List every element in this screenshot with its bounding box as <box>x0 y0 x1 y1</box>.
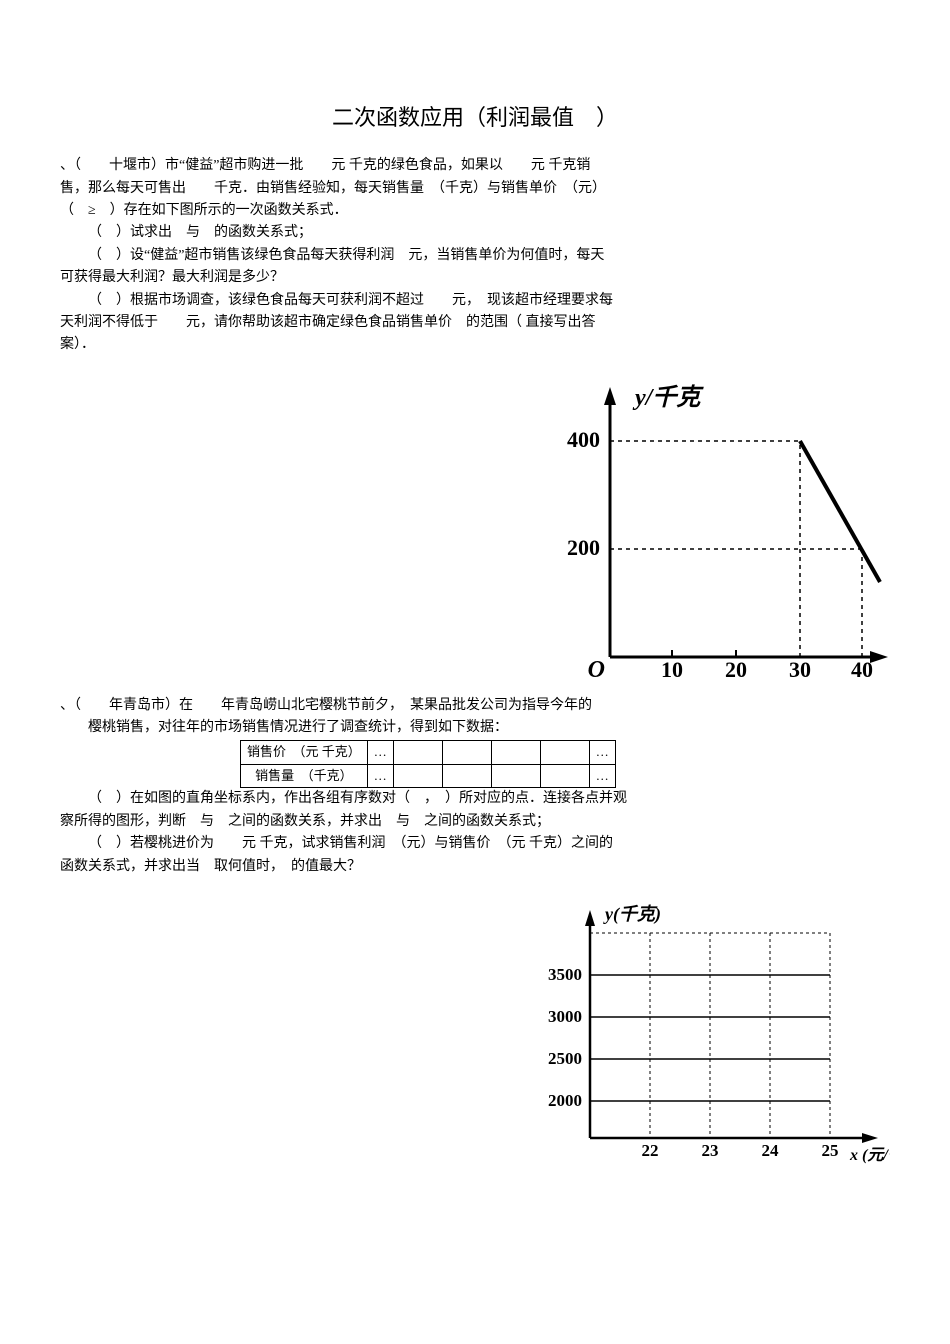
p1-sub3c: 案）． <box>60 334 890 356</box>
p2-sub2b: 函数关系式，并求出当 取何值时， 的值最大？ <box>60 856 890 878</box>
table-cell <box>442 764 491 788</box>
problem-1: 、（ 十堰市）市“健益”超市购进一批 元 千克的绿色食品，如果以 元 千克销 售… <box>60 155 890 357</box>
chart1-xtick-20: 20 <box>725 657 747 677</box>
chart2-ytick-2500: 2500 <box>548 1049 582 1068</box>
p2-line1: 、（ 年青岛市）在 年青岛崂山北宅樱桃节前夕， 某果品批发公司为指导今年的 <box>60 695 890 717</box>
chart1-xtick-30: 30 <box>789 657 811 677</box>
p2-sub2: （ ）若樱桃进价为 元 千克，试求销售利润 （元）与销售价 （元 千克）之间的 <box>60 833 890 855</box>
p1-sub1: （ ）试求出 与 的函数关系式； <box>60 222 890 244</box>
p1-sub2: （ ）设“健益”超市销售该绿色食品每天获得利润 元，当销售单价为何值时，每天 <box>60 245 890 267</box>
chart2-container: 3500 3000 2500 2000 22 23 24 25 y(千克) x … <box>60 898 890 1176</box>
chart1-xtick-40: 40 <box>851 657 873 677</box>
chart1-data-line <box>800 441 880 582</box>
chart1-ytick-400: 400 <box>567 427 600 452</box>
chart2-ylabel: y(千克) <box>603 904 661 925</box>
table-row: 销售价 （元 千克） … … <box>241 740 616 764</box>
table-cell <box>540 764 589 788</box>
p1-line1: 、（ 十堰市）市“健益”超市购进一批 元 千克的绿色食品，如果以 元 千克销 <box>60 155 890 177</box>
chart2-xtick-24: 24 <box>762 1141 780 1160</box>
chart2-ytick-2000: 2000 <box>548 1091 582 1110</box>
chart1-ylabel: y/千克 <box>632 384 704 411</box>
table-cell <box>393 740 442 764</box>
problem-2: 、（ 年青岛市）在 年青岛崂山北宅樱桃节前夕， 某果品批发公司为指导今年的 樱桃… <box>60 695 890 878</box>
chart1-container: 400 200 10 20 30 40 O y/千克 <box>60 377 890 685</box>
table-row2-label: 销售量 （千克） <box>241 764 368 788</box>
table-ellipsis: … <box>589 764 615 788</box>
chart2-svg: 3500 3000 2500 2000 22 23 24 25 y(千克) x … <box>510 898 890 1168</box>
p1-line3: （ ≥ ）存在如下图所示的一次函数关系式． <box>60 200 890 222</box>
chart2-ytick-3000: 3000 <box>548 1007 582 1026</box>
chart1-xtick-10: 10 <box>661 657 683 677</box>
table-row1-label: 销售价 （元 千克） <box>241 740 368 764</box>
table-ellipsis: … <box>367 764 393 788</box>
p1-sub3: （ ）根据市场调查，该绿色食品每天可获利润不超过 元， 现该超市经理要求每 <box>60 290 890 312</box>
chart2-ytick-3500: 3500 <box>548 965 582 984</box>
chart1-svg: 400 200 10 20 30 40 O y/千克 <box>550 377 890 677</box>
table-cell <box>393 764 442 788</box>
problem2-table: 销售价 （元 千克） … … 销售量 （千克） … … <box>240 740 616 789</box>
chart1-origin: O <box>588 657 605 677</box>
chart1-ytick-200: 200 <box>567 535 600 560</box>
chart2-xtick-25: 25 <box>822 1141 839 1160</box>
p2-sub1b: 察所得的图形，判断 与 之间的函数关系，并求出 与 之间的函数关系式； <box>60 811 890 833</box>
page-title: 二次函数应用（利润最值 ） <box>60 100 890 135</box>
table-ellipsis: … <box>589 740 615 764</box>
table-cell <box>491 764 540 788</box>
p1-sub3b: 天利润不得低于 元，请你帮助该超市确定绿色食品销售单价 的范围（ 直接写出答 <box>60 312 890 334</box>
chart2-xtick-23: 23 <box>702 1141 719 1160</box>
p2-sub1: （ ）在如图的直角坐标系内，作出各组有序数对（ ， ）所对应的点．连接各点并观 <box>60 788 890 810</box>
table-cell <box>491 740 540 764</box>
chart2-xlabel: x (元/千克) <box>849 1146 890 1164</box>
table-cell <box>540 740 589 764</box>
p2-line2: 樱桃销售，对往年的市场销售情况进行了调查统计，得到如下数据： <box>60 717 890 739</box>
p1-line2: 售，那么每天可售出 千克．由销售经验知，每天销售量 （千克）与销售单价 （元） <box>60 178 890 200</box>
chart2-xtick-22: 22 <box>642 1141 659 1160</box>
table-row: 销售量 （千克） … … <box>241 764 616 788</box>
p1-sub2b: 可获得最大利润？最大利润是多少？ <box>60 267 890 289</box>
table-cell <box>442 740 491 764</box>
table-ellipsis: … <box>367 740 393 764</box>
